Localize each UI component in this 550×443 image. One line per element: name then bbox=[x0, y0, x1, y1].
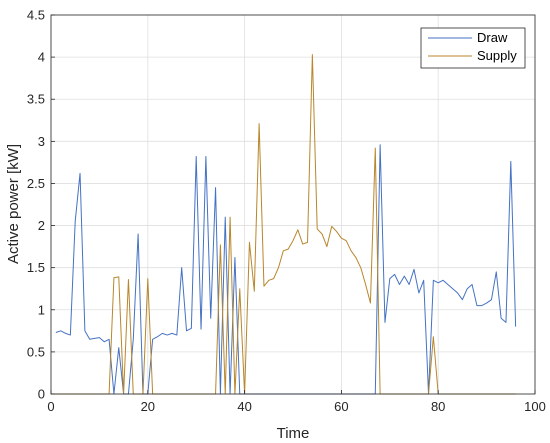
x-tick-label: 0 bbox=[47, 399, 54, 414]
legend-label-draw: Draw bbox=[477, 30, 508, 45]
y-tick-label: 1.5 bbox=[27, 260, 45, 275]
x-tick-label: 40 bbox=[237, 399, 251, 414]
x-axis-label: Time bbox=[277, 425, 310, 442]
plot-frame bbox=[50, 14, 536, 395]
x-tick-label: 20 bbox=[141, 399, 155, 414]
ticks: 0 20 40 60 80 100 0 0.5 1 1.5 2 2.5 3 3.5 4 4.5 bbox=[27, 8, 546, 415]
y-tick-label: 3 bbox=[38, 134, 45, 149]
y-tick-label: 4.5 bbox=[27, 8, 45, 23]
plot-background bbox=[51, 15, 535, 394]
y-tick-label: 2 bbox=[38, 218, 45, 233]
legend: Draw Supply bbox=[420, 27, 526, 69]
legend-box bbox=[420, 27, 526, 69]
y-tick-label: 2.5 bbox=[27, 176, 45, 191]
y-tick-label: 0.5 bbox=[27, 344, 45, 359]
x-tick-label: 100 bbox=[524, 399, 546, 414]
y-tick-label: 0 bbox=[38, 387, 45, 402]
x-tick-label: 80 bbox=[431, 399, 445, 414]
y-tick-label: 3.5 bbox=[27, 92, 45, 107]
y-tick-label: 1 bbox=[38, 302, 45, 317]
y-tick-label: 4 bbox=[38, 50, 45, 65]
legend-label-supply: Supply bbox=[477, 48, 517, 63]
y-axis-label: Active power [kW] bbox=[5, 144, 22, 264]
x-tick-label: 60 bbox=[334, 399, 348, 414]
